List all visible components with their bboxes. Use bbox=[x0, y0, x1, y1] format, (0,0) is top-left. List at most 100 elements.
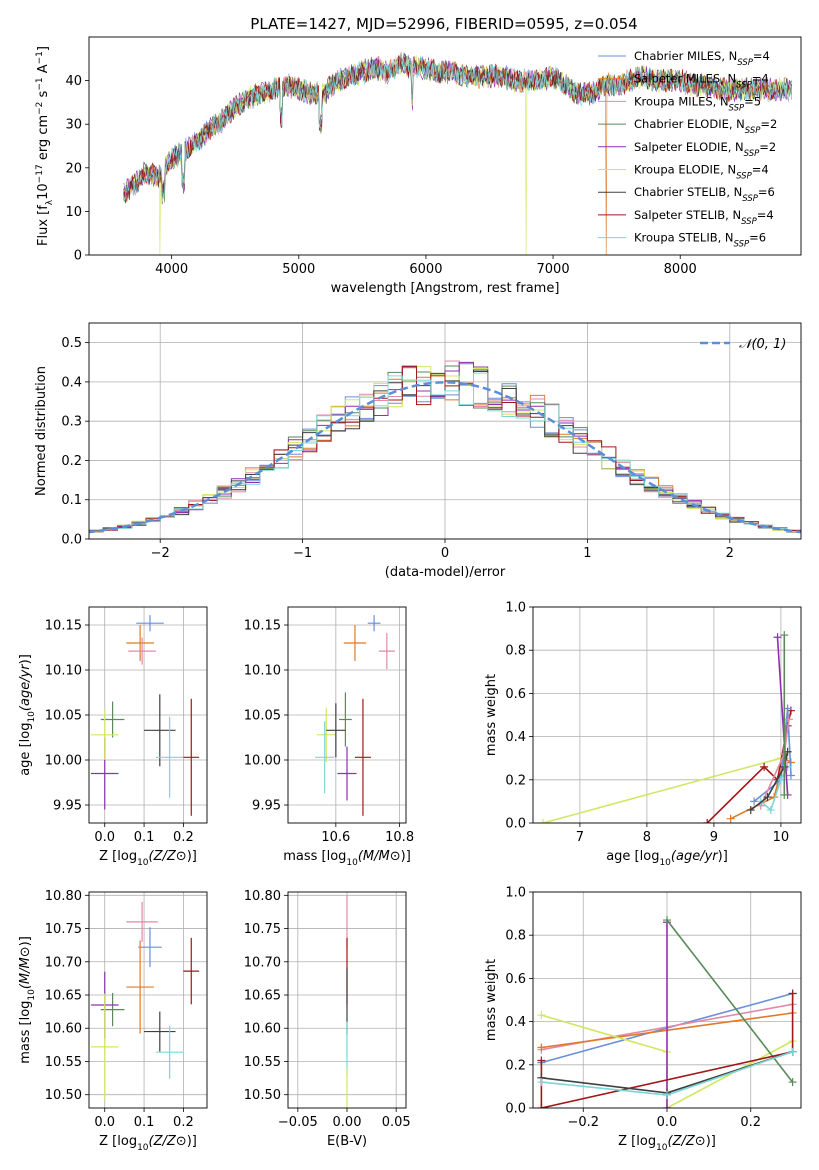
y-tick-label: 0.0 bbox=[505, 1102, 526, 1117]
x-tick-label: 0.2 bbox=[740, 1115, 761, 1130]
y-tick-label: 10.75 bbox=[45, 922, 82, 937]
x-tick-label: 10 bbox=[773, 830, 790, 845]
legend-label-salpeter_stelib: Salpeter STELIB, NSSP=4 bbox=[634, 208, 774, 227]
histogram-kroupa_stelib bbox=[89, 372, 801, 533]
weight-marker-kroupa_miles bbox=[784, 715, 793, 724]
legend-label-kroupa_miles: Kroupa MILES, NSSP=5 bbox=[634, 94, 761, 113]
x-tick-label: 0 bbox=[441, 546, 449, 561]
y-tick-label: 10.50 bbox=[244, 1088, 281, 1103]
x-tick-label: 2 bbox=[726, 546, 734, 561]
y-tick-label: 0.2 bbox=[61, 454, 82, 469]
legend-label-suffix: =4 bbox=[757, 208, 774, 222]
legend-label-salpeter_miles: Salpeter MILES, NSSP=4 bbox=[634, 72, 769, 91]
x-tick-label: 8 bbox=[643, 830, 651, 845]
weight-line-salpeter_elodie bbox=[776, 637, 789, 795]
weight-marker-kroupa_stelib bbox=[788, 1047, 797, 1056]
y-tick-label: 1.0 bbox=[505, 886, 526, 901]
weight-marker-salpeter_miles bbox=[726, 814, 735, 823]
legend-normal-label: 𝒩(0, 1) bbox=[739, 337, 786, 352]
legend-label-main: Chabrier ELODIE, N bbox=[634, 117, 745, 131]
legend-label-main: Kroupa STELIB, N bbox=[634, 231, 734, 245]
figure-title: PLATE=1427, MJD=52996, FIBERID=0595, z=0… bbox=[250, 15, 637, 33]
y-tick-label: 10.10 bbox=[244, 664, 281, 679]
legend-label-suffix: =6 bbox=[749, 231, 766, 245]
legend-label-main: Kroupa ELODIE, N bbox=[634, 163, 736, 177]
y-tick-label: 0.8 bbox=[505, 929, 526, 944]
y-tick-label: 0.2 bbox=[505, 773, 526, 788]
legend-label-main: Salpeter ELODIE, N bbox=[634, 140, 744, 154]
y-tick-label: 10.80 bbox=[45, 889, 82, 904]
weight-marker-salpeter_stelib bbox=[703, 819, 712, 823]
y-tick-label: 10.15 bbox=[45, 619, 82, 634]
weight-marker-chabrier_stelib bbox=[763, 793, 772, 802]
x-axis-label: mass [log10(M/M⊙)] bbox=[283, 849, 411, 868]
y-label-part: erg cm bbox=[36, 115, 51, 164]
label-sub: 10 bbox=[27, 711, 37, 723]
label-part: Z [log bbox=[99, 1134, 137, 1149]
label-part: (Z/Z⊙ bbox=[149, 1134, 187, 1149]
legend-label-main: Salpeter MILES, N bbox=[634, 72, 736, 86]
label-part: )] bbox=[18, 654, 33, 664]
legend-label-sub: SSP bbox=[729, 103, 745, 113]
panel-mass_vs_ebv: −0.05 0.00 0.05 10.50 10.55 10.60 10.65 10.70 10… bbox=[244, 889, 411, 1149]
x-tick-label: 0.2 bbox=[173, 830, 194, 845]
axes-frame bbox=[532, 891, 802, 1109]
y-tick-label: 10.15 bbox=[244, 619, 281, 634]
weight-marker-chabrier_miles bbox=[750, 797, 759, 806]
y-tick-label: 10.50 bbox=[45, 1088, 82, 1103]
y-tick-label: 10.05 bbox=[45, 709, 82, 724]
x-tick-label: 0.0 bbox=[94, 1115, 115, 1130]
x-tick-label: 10.8 bbox=[385, 830, 414, 845]
y-tick-label: 10.10 bbox=[45, 664, 82, 679]
y-axis-label: age [log10(age/yr)] bbox=[18, 654, 37, 776]
panel-mass_vs_Z: 0.0 0.1 0.2 10.50 10.55 10.60 10.65 10.70 10.75 1… bbox=[18, 889, 208, 1153]
y-tick-label: 0.6 bbox=[505, 972, 526, 987]
axes-frame bbox=[88, 36, 802, 256]
legend-label-sub: SSP bbox=[734, 240, 750, 250]
spectrum-series-kroupa_stelib bbox=[123, 53, 792, 202]
legend-label-kroupa_stelib: Kroupa STELIB, NSSP=6 bbox=[634, 231, 766, 250]
x-tick-label: 7 bbox=[576, 830, 584, 845]
y-tick-label: 0.2 bbox=[505, 1058, 526, 1073]
label-part: Z [log bbox=[99, 849, 137, 864]
legend-label-suffix: =4 bbox=[752, 163, 769, 177]
weight-marker-salpeter_stelib bbox=[760, 762, 769, 771]
panel-weight_vs_Z: −0.2 0.0 0.2 0.0 0.2 0.4 0.6 0.8 1.0 Z [log10(Z/Z… bbox=[484, 886, 802, 1153]
weight-marker-salpeter_stelib bbox=[537, 1104, 546, 1108]
y-tick-label: 10.00 bbox=[45, 754, 82, 769]
x-axis-label: wavelength [Angstrom, rest frame] bbox=[331, 281, 560, 296]
label-sub: 10 bbox=[27, 989, 37, 1001]
weight-marker-salpeter_miles bbox=[537, 1043, 546, 1052]
legend-label-sub: SSP bbox=[745, 126, 761, 136]
label-part: (age/yr bbox=[18, 663, 33, 711]
legend-label-suffix: =5 bbox=[744, 94, 761, 108]
weight-marker-chabrier_stelib bbox=[746, 806, 755, 815]
weight-marker-chabrier_miles bbox=[786, 771, 795, 780]
x-tick-label: 0.0 bbox=[94, 830, 115, 845]
label-part: (M/M⊙ bbox=[358, 849, 401, 864]
y-label-part: −1 bbox=[35, 51, 45, 64]
legend-label-main: Chabrier STELIB, N bbox=[634, 185, 742, 199]
axes-frame bbox=[287, 891, 407, 1109]
legend-label-chabrier_miles: Chabrier MILES, NSSP=4 bbox=[634, 49, 770, 68]
weight-marker-salpeter_stelib bbox=[537, 1056, 546, 1065]
legend-label-suffix: =4 bbox=[752, 72, 769, 86]
y-tick-label: 0.0 bbox=[505, 817, 526, 832]
y-label-part: Flux [f bbox=[36, 205, 51, 246]
label-sub: 10 bbox=[656, 1143, 668, 1153]
spectrum-series-salpeter_elodie bbox=[123, 54, 792, 205]
legend-label-sub: SSP bbox=[736, 172, 752, 182]
y-tick-label: 0.0 bbox=[61, 533, 82, 548]
y-label-part: −17 bbox=[35, 164, 45, 183]
y-tick-label: 10.55 bbox=[45, 1055, 82, 1070]
x-tick-label: −0.2 bbox=[567, 1115, 599, 1130]
y-tick-label: 0.8 bbox=[505, 644, 526, 659]
y-axis-label: Flux [fλ10−17 erg cm−2 s−1 A−1] bbox=[35, 46, 55, 246]
x-tick-label: 8000 bbox=[664, 262, 697, 277]
label-part: )] bbox=[401, 849, 411, 864]
y-tick-label: 0.3 bbox=[61, 415, 82, 430]
